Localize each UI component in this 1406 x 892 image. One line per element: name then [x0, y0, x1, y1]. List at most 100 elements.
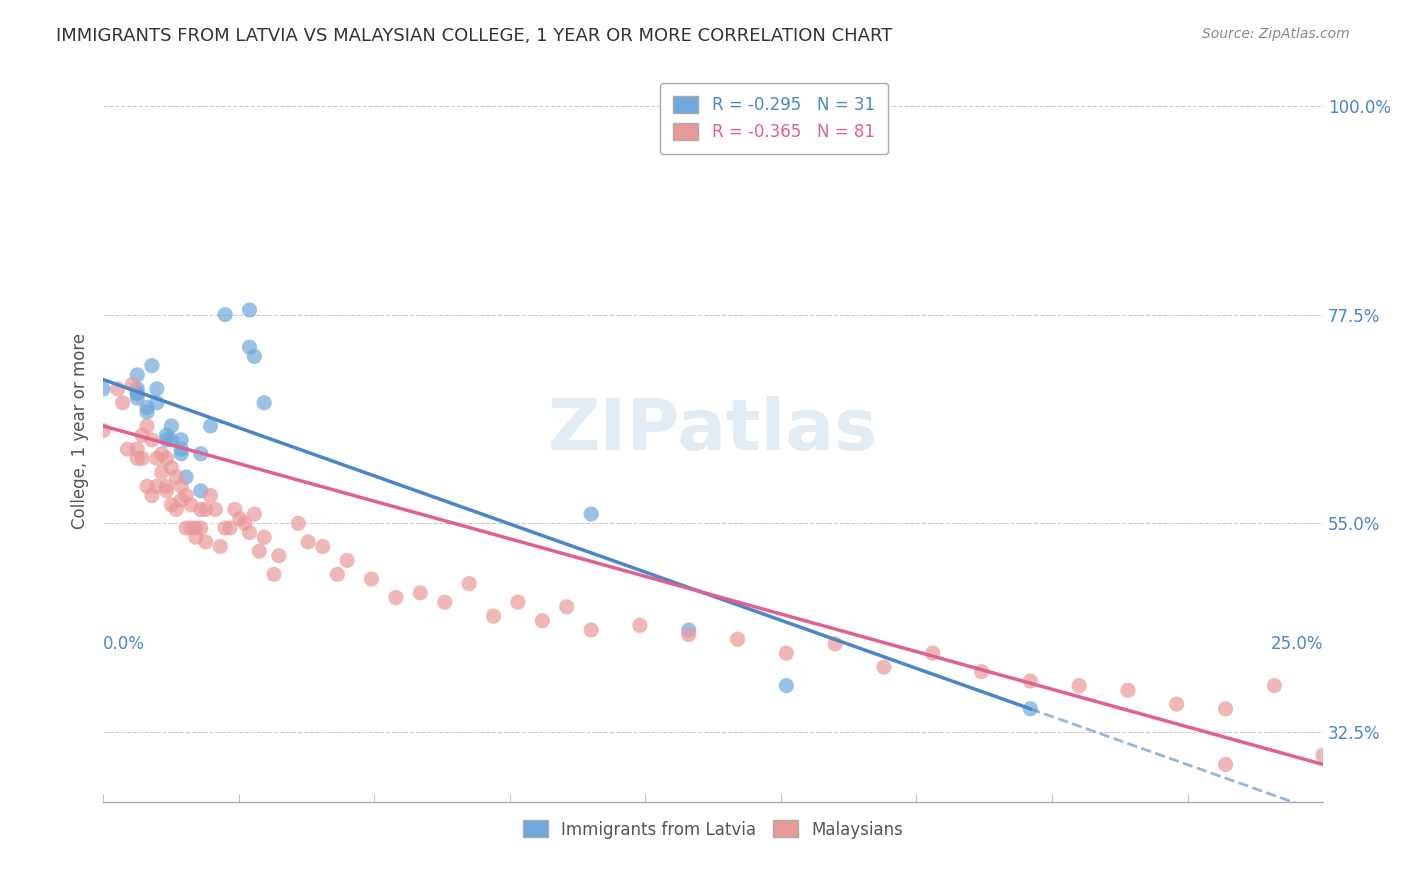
- Point: [141, 433, 163, 447]
- Point: [409, 586, 432, 600]
- Point: [174, 489, 197, 503]
- Point: [253, 396, 276, 410]
- Point: [91, 424, 114, 438]
- Point: [194, 502, 217, 516]
- Point: [555, 599, 578, 614]
- Point: [873, 660, 896, 674]
- Point: [224, 502, 246, 516]
- Point: [506, 595, 529, 609]
- Point: [190, 502, 212, 516]
- Text: 0.0%: 0.0%: [103, 634, 145, 653]
- Point: [170, 447, 193, 461]
- Point: [174, 470, 197, 484]
- Point: [204, 502, 226, 516]
- Point: [1166, 697, 1188, 711]
- Point: [190, 447, 212, 461]
- Point: [170, 433, 193, 447]
- Point: [170, 493, 193, 508]
- Point: [150, 447, 173, 461]
- Point: [91, 382, 114, 396]
- Point: [127, 386, 149, 401]
- Point: [170, 442, 193, 457]
- Point: [243, 350, 266, 364]
- Point: [155, 483, 177, 498]
- Point: [131, 428, 153, 442]
- Point: [1019, 673, 1042, 688]
- Point: [155, 451, 177, 466]
- Point: [229, 511, 252, 525]
- Point: [190, 521, 212, 535]
- Point: [214, 521, 236, 535]
- Point: [136, 479, 159, 493]
- Point: [117, 442, 139, 457]
- Point: [146, 451, 169, 466]
- Point: [297, 534, 319, 549]
- Point: [531, 614, 554, 628]
- Point: [141, 489, 163, 503]
- Point: [165, 502, 187, 516]
- Point: [160, 460, 183, 475]
- Y-axis label: College, 1 year or more: College, 1 year or more: [72, 333, 89, 529]
- Point: [155, 433, 177, 447]
- Point: [209, 540, 232, 554]
- Point: [233, 516, 256, 531]
- Point: [160, 433, 183, 447]
- Point: [127, 442, 149, 457]
- Point: [1019, 702, 1042, 716]
- Point: [1215, 757, 1237, 772]
- Point: [160, 498, 183, 512]
- Point: [200, 419, 222, 434]
- Point: [160, 419, 183, 434]
- Point: [238, 303, 260, 318]
- Point: [360, 572, 382, 586]
- Point: [433, 595, 456, 609]
- Point: [1263, 679, 1285, 693]
- Point: [579, 623, 602, 637]
- Text: Source: ZipAtlas.com: Source: ZipAtlas.com: [1202, 27, 1350, 41]
- Point: [678, 627, 700, 641]
- Point: [127, 391, 149, 405]
- Point: [1312, 748, 1334, 763]
- Text: IMMIGRANTS FROM LATVIA VS MALAYSIAN COLLEGE, 1 YEAR OR MORE CORRELATION CHART: IMMIGRANTS FROM LATVIA VS MALAYSIAN COLL…: [56, 27, 893, 45]
- Point: [214, 308, 236, 322]
- Point: [111, 396, 134, 410]
- Point: [482, 609, 505, 624]
- Point: [190, 483, 212, 498]
- Point: [127, 368, 149, 382]
- Point: [1069, 679, 1091, 693]
- Point: [219, 521, 242, 535]
- Point: [174, 521, 197, 535]
- Point: [146, 479, 169, 493]
- Point: [136, 405, 159, 419]
- Point: [146, 396, 169, 410]
- Point: [180, 498, 202, 512]
- Point: [385, 591, 408, 605]
- Point: [678, 623, 700, 637]
- Point: [326, 567, 349, 582]
- Point: [775, 679, 797, 693]
- Point: [970, 665, 993, 679]
- Point: [458, 576, 481, 591]
- Point: [180, 521, 202, 535]
- Point: [263, 567, 285, 582]
- Text: ZIPatlas: ZIPatlas: [548, 396, 879, 465]
- Point: [127, 382, 149, 396]
- Point: [165, 470, 187, 484]
- Point: [238, 525, 260, 540]
- Point: [141, 359, 163, 373]
- Point: [184, 530, 207, 544]
- Point: [921, 646, 943, 660]
- Point: [127, 386, 149, 401]
- Point: [336, 553, 359, 567]
- Point: [170, 479, 193, 493]
- Text: 25.0%: 25.0%: [1271, 634, 1323, 653]
- Point: [628, 618, 651, 632]
- Point: [200, 489, 222, 503]
- Point: [238, 340, 260, 354]
- Point: [267, 549, 290, 563]
- Point: [247, 544, 270, 558]
- Point: [312, 540, 335, 554]
- Point: [253, 530, 276, 544]
- Point: [579, 507, 602, 521]
- Point: [1116, 683, 1139, 698]
